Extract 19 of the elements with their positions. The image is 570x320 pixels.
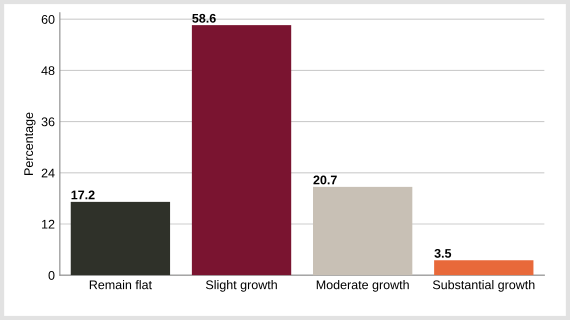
data-label: 17.2 <box>72 190 95 200</box>
bar <box>192 25 292 276</box>
bar <box>313 186 412 276</box>
y-tick-label: 0 <box>48 271 54 280</box>
x-tick-label: Moderate growth <box>316 280 409 292</box>
y-tick-label: 24 <box>42 168 55 178</box>
y-tick-label: 12 <box>42 220 54 229</box>
x-tick-label: Substantial growth <box>432 280 534 292</box>
y-axis-title: Percentage <box>24 112 36 175</box>
x-tick-label: Slight growth <box>206 280 277 292</box>
data-label: 58.6 <box>192 14 216 23</box>
bar <box>70 202 170 276</box>
data-label: 20.7 <box>313 176 337 184</box>
y-tick-label: 48 <box>41 66 54 76</box>
bar <box>434 260 534 276</box>
x-tick-label: Remain flat <box>90 280 152 290</box>
data-label: 3.5 <box>434 248 452 258</box>
y-tick-label: 36 <box>42 117 54 126</box>
y-tick-label: 60 <box>42 15 54 24</box>
